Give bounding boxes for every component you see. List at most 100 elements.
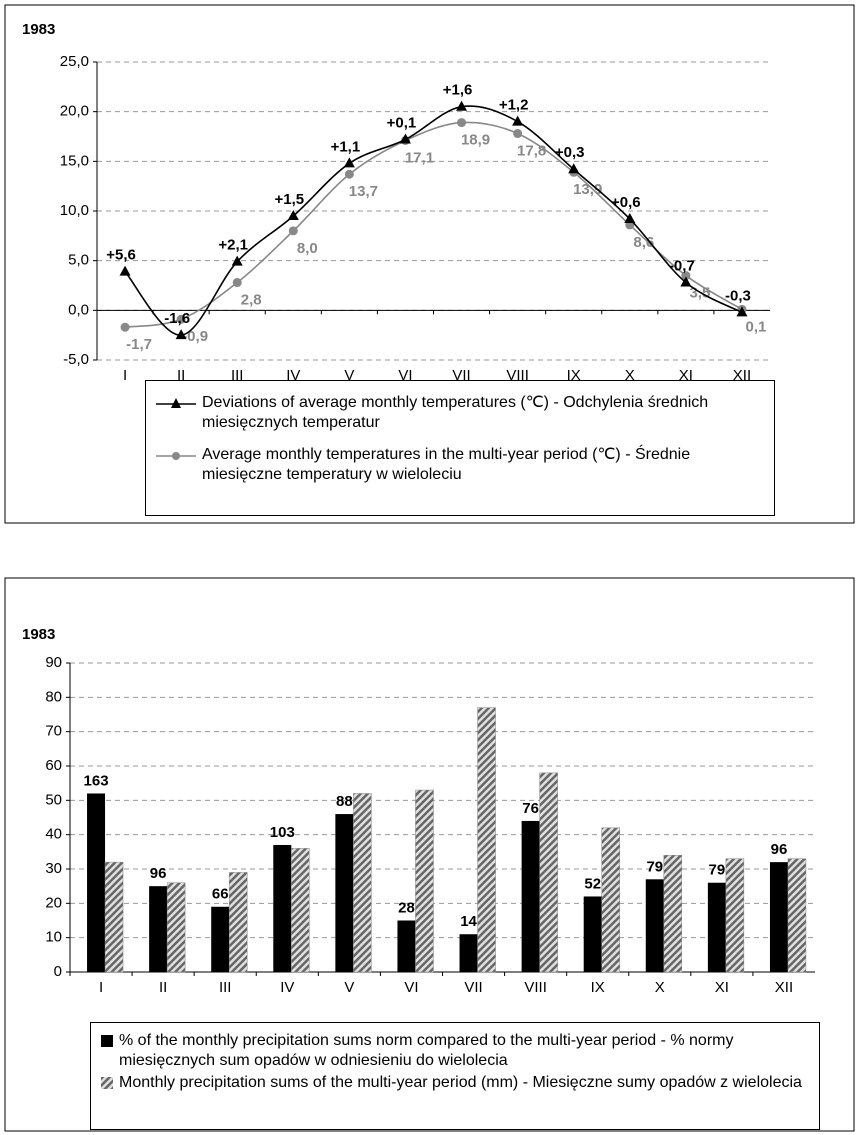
point: [513, 129, 523, 139]
point: [624, 212, 636, 223]
x-tick-label: II: [177, 367, 185, 384]
point: [287, 209, 299, 220]
bar: [397, 920, 416, 972]
legend-swatch: [101, 1077, 113, 1089]
bar: [769, 862, 788, 972]
bar: [725, 858, 745, 973]
point: [512, 115, 524, 126]
y-tick-label: 40: [45, 826, 62, 843]
x-tick-label: I: [123, 367, 127, 384]
x-tick-label: V: [344, 367, 354, 384]
legend-label: Monthly precipitation sums of the multi-…: [119, 1074, 802, 1091]
point: [119, 265, 131, 276]
value-label: 2,8: [241, 291, 262, 308]
bar: [415, 789, 434, 973]
x-tick-label: XI: [679, 367, 693, 384]
x-tick-label: VIII: [506, 367, 529, 384]
point: [232, 278, 242, 288]
x-tick-label: II: [159, 979, 167, 996]
x-tick-label: VIII: [524, 979, 547, 996]
legend-point: [172, 452, 180, 460]
x-tick-label: XII: [775, 979, 793, 996]
bar: [149, 886, 168, 972]
legend-marker: [101, 1077, 113, 1089]
point-label: +5,6: [106, 247, 136, 264]
chart-title: 1983: [22, 626, 55, 643]
bar: [459, 934, 478, 972]
point-label: 79: [709, 862, 726, 879]
y-tick-label: 50: [45, 791, 62, 808]
x-tick-label: X: [625, 367, 635, 384]
point-label: -1,6: [164, 310, 190, 327]
value-label: -1,7: [126, 336, 152, 353]
bar: [663, 855, 683, 973]
point-label: +1,2: [499, 97, 529, 114]
value-label: 17,8: [517, 142, 546, 159]
bar: [583, 896, 602, 972]
x-tick-label: III: [219, 979, 232, 996]
point-label: +1,1: [331, 138, 361, 155]
point-label: 163: [84, 772, 109, 789]
x-tick-label: IX: [591, 979, 605, 996]
x-tick-label: I: [99, 979, 103, 996]
point-label: 96: [771, 841, 788, 858]
legend-marker: [156, 452, 196, 460]
x-tick-label: V: [344, 979, 354, 996]
x-tick-label: IX: [567, 367, 581, 384]
legend-marker: [156, 398, 196, 408]
point: [736, 306, 748, 317]
x-tick-label: VI: [398, 367, 412, 384]
point-label: -0,7: [669, 257, 695, 274]
legend-marker: [101, 1035, 113, 1047]
y-tick-label: -5,0: [63, 351, 89, 368]
legend-point: [171, 398, 181, 408]
point: [568, 163, 580, 174]
value-label: 18,9: [461, 132, 490, 149]
line-series: [124, 105, 743, 336]
value-label: -0,9: [182, 328, 208, 345]
legend-item: Monthly precipitation sums of the multi-…: [101, 1073, 809, 1093]
point-label: 52: [584, 875, 601, 892]
point-label: 14: [460, 913, 477, 930]
bar: [787, 858, 807, 973]
bar: [104, 861, 124, 973]
chart-frame: [4, 4, 855, 524]
legend-label: Deviations of average monthly temperatur…: [202, 394, 709, 431]
point-label: +1,5: [274, 191, 304, 208]
x-tick-label: XI: [715, 979, 729, 996]
bar: [273, 844, 292, 972]
point: [680, 276, 692, 287]
y-tick-label: 20,0: [60, 103, 89, 120]
x-tick-label: IV: [280, 979, 294, 996]
x-tick-label: III: [231, 367, 244, 384]
bar: [87, 793, 106, 972]
legend: Deviations of average monthly temperatur…: [145, 380, 775, 516]
y-tick-label: 10,0: [60, 202, 89, 219]
value-label: 8,6: [633, 234, 654, 251]
point-label: 28: [398, 899, 415, 916]
legend: % of the monthly precipitation sums norm…: [90, 1022, 820, 1130]
point-label: 76: [522, 800, 539, 817]
point: [399, 133, 411, 144]
point-label: +0,1: [387, 114, 417, 131]
point: [343, 157, 355, 168]
point-label: 79: [646, 858, 663, 875]
y-tick-label: 70: [45, 723, 62, 740]
bar: [645, 879, 664, 972]
y-tick-label: 30: [45, 860, 62, 877]
bar: [539, 772, 558, 973]
bar: [211, 906, 230, 972]
y-tick-label: 60: [45, 757, 62, 774]
chart-title: 1983: [22, 21, 55, 38]
bar: [166, 882, 186, 973]
point: [344, 169, 354, 179]
chart-frame: [4, 577, 855, 1132]
point: [456, 100, 468, 111]
point: [231, 255, 243, 266]
point-label: +0,3: [555, 144, 585, 161]
y-tick-label: 25,0: [60, 53, 89, 70]
x-tick-label: VII: [464, 979, 482, 996]
x-tick-label: IV: [286, 367, 300, 384]
